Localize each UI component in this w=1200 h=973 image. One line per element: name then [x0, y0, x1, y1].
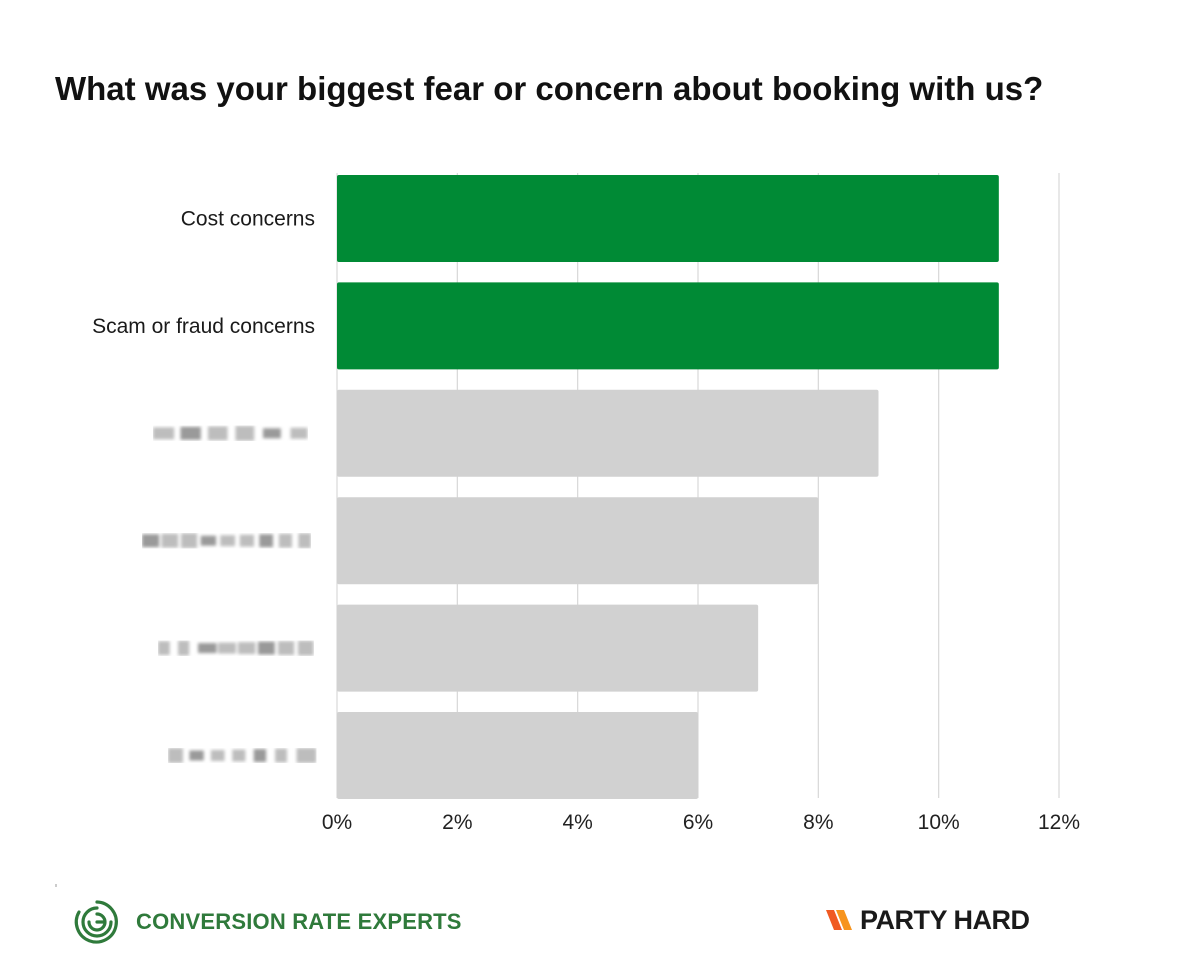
bar: [337, 389, 879, 477]
bar: [337, 497, 819, 585]
obscured-category-label: [158, 640, 314, 656]
gridlines: [336, 173, 1060, 798]
x-tick-label: 8%: [803, 811, 833, 834]
party-hard-wordmark: PARTY HARD: [860, 904, 1030, 935]
bar-chart: Cost concerns Scam or fraud concerns 0% 2%…: [92, 173, 1080, 834]
bar: [337, 712, 698, 799]
obscured-category-label: [142, 533, 311, 549]
obscured-category-label: [153, 425, 308, 441]
x-tick-label: 12%: [1038, 811, 1080, 834]
party-hard-logo: PARTY HARD: [826, 900, 1030, 940]
obscured-category-label: [168, 748, 317, 763]
bar: [337, 282, 999, 370]
x-axis-ticks: 0% 2% 4% 6% 8% 10% 12%: [322, 811, 1080, 834]
conversion-rate-experts-logo: CONVERSION RATE EXPERTS: [70, 898, 462, 946]
bars: [337, 175, 999, 799]
decorative-dot: [55, 884, 57, 887]
conversion-rate-experts-wordmark: CONVERSION RATE EXPERTS: [136, 909, 462, 934]
x-tick-label: 0%: [322, 811, 352, 834]
category-labels: Cost concerns Scam or fraud concerns: [92, 208, 317, 763]
maze-logo-icon: [74, 900, 118, 944]
bar: [337, 175, 999, 262]
x-tick-label: 2%: [442, 811, 472, 834]
x-tick-label: 6%: [683, 811, 713, 834]
chart-title: What was your biggest fear or concern ab…: [55, 70, 1044, 107]
category-label: Scam or fraud concerns: [92, 315, 315, 338]
x-tick-label: 10%: [918, 811, 960, 834]
bar: [337, 604, 759, 692]
category-label: Cost concerns: [181, 208, 315, 231]
x-tick-label: 4%: [562, 811, 592, 834]
party-hard-logo-icon: [826, 910, 852, 930]
